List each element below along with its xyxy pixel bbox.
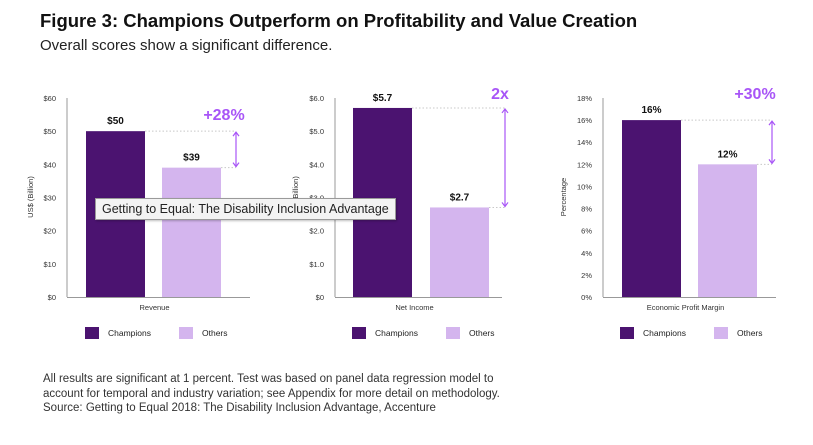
y-tick-label: $60 xyxy=(43,94,56,103)
bar-champions xyxy=(622,120,681,297)
bar-others xyxy=(162,167,221,297)
legend-swatch-others xyxy=(446,327,460,339)
y-tick-label: 0% xyxy=(581,293,592,302)
y-tick-label: 2% xyxy=(581,271,592,280)
difference-annotation: +30% xyxy=(734,86,775,103)
y-tick-label: $50 xyxy=(43,127,56,136)
y-tick-label: 16% xyxy=(577,116,592,125)
tooltip: Getting to Equal: The Disability Inclusi… xyxy=(95,198,396,220)
x-axis-title: Economic Profit Margin xyxy=(647,303,725,312)
y-tick-label: $40 xyxy=(43,160,56,169)
difference-arrow-head-bottom xyxy=(501,202,509,208)
data-label-champions: $50 xyxy=(107,116,124,127)
difference-annotation: 2x xyxy=(491,86,509,103)
legend-label-others: Others xyxy=(469,328,495,338)
data-label-others: $39 xyxy=(183,153,200,164)
y-tick-label: 18% xyxy=(577,94,592,103)
bar-others xyxy=(430,207,489,297)
legend-label-champions: Champions xyxy=(108,328,151,338)
y-tick-label: $2.0 xyxy=(309,227,324,236)
x-axis-title: Revenue xyxy=(139,303,169,312)
footnote-line-2: account for temporal and industry variat… xyxy=(43,387,500,400)
difference-arrow-head-top xyxy=(768,120,776,126)
legend-label-champions: Champions xyxy=(643,328,686,338)
y-tick-label: $10 xyxy=(43,260,56,269)
data-label-others: 12% xyxy=(717,149,737,160)
legend-economic-profit: Champions Others xyxy=(620,326,791,340)
y-tick-label: 4% xyxy=(581,249,592,258)
y-tick-label: 8% xyxy=(581,205,592,214)
y-tick-label: 14% xyxy=(577,138,592,147)
difference-arrow-head-bottom xyxy=(768,158,776,165)
difference-arrow-head-top xyxy=(232,131,240,137)
difference-arrow-head-top xyxy=(501,107,509,114)
figure-subtitle: Overall scores show a significant differ… xyxy=(40,37,333,54)
legend-swatch-champions xyxy=(352,327,366,339)
difference-arrow-head-bottom xyxy=(232,162,240,168)
legend-label-champions: Champions xyxy=(375,328,418,338)
y-tick-label: $5.0 xyxy=(309,127,324,136)
y-tick-label: 10% xyxy=(577,182,592,191)
figure-title: Figure 3: Champions Outperform on Profit… xyxy=(40,10,638,31)
y-tick-label: $20 xyxy=(43,227,56,236)
y-tick-label: $0 xyxy=(316,293,324,302)
difference-annotation: +28% xyxy=(203,107,244,124)
legend-swatch-champions xyxy=(85,327,99,339)
data-label-champions: $5.7 xyxy=(373,93,393,104)
legend-swatch-others xyxy=(179,327,193,339)
legend-label-others: Others xyxy=(737,328,763,338)
y-axis-title: Percentage xyxy=(559,178,568,216)
legend-swatch-champions xyxy=(620,327,634,339)
y-tick-label: $6.0 xyxy=(309,94,324,103)
footnote: All results are significant at 1 percent… xyxy=(43,372,500,416)
y-tick-label: $0 xyxy=(48,293,56,302)
legend-net-income: Champions Others xyxy=(352,326,523,340)
legend-swatch-others xyxy=(714,327,728,339)
y-axis-title: US$ (Billion) xyxy=(26,176,35,218)
y-tick-label: $1.0 xyxy=(309,260,324,269)
y-tick-label: $30 xyxy=(43,194,56,203)
y-tick-label: 12% xyxy=(577,160,592,169)
legend-label-others: Others xyxy=(202,328,228,338)
data-label-champions: 16% xyxy=(641,105,661,116)
x-axis-title: Net Income xyxy=(395,303,433,312)
legend-revenue: Champions Others xyxy=(85,326,256,340)
y-tick-label: $4.0 xyxy=(309,160,324,169)
data-label-others: $2.7 xyxy=(450,192,470,203)
bar-others xyxy=(698,164,757,297)
y-axis-title: US$ (Billion) xyxy=(291,176,300,218)
footnote-line-3: Source: Getting to Equal 2018: The Disab… xyxy=(43,402,436,414)
y-tick-label: 6% xyxy=(581,227,592,236)
footnote-line-1: All results are significant at 1 percent… xyxy=(43,373,494,385)
